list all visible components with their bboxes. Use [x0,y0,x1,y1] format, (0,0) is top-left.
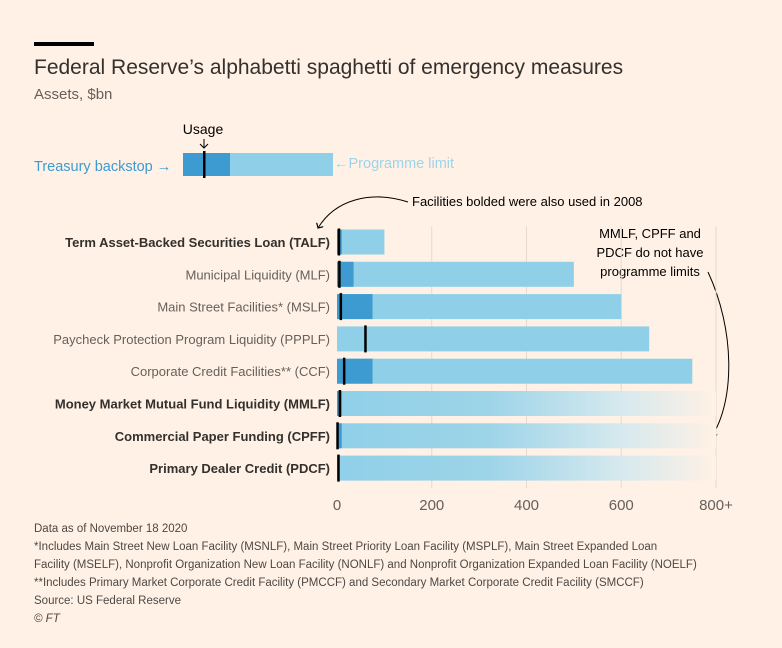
legend-usage-arrow-icon [199,139,209,149]
limit-bar [337,358,693,384]
usage-marker [338,260,341,288]
x-tick-label: 400 [514,497,539,514]
no-limit-bar [337,391,716,416]
usage-marker [342,357,346,385]
annotation-no-limits-3: programme limits [600,264,700,279]
usage-marker [337,228,341,256]
chart-svg: Usage Treasury backstop → ←Programme lim… [34,121,733,514]
usage-marker [364,325,367,353]
legend-limit-label: ←Programme limit [334,156,454,172]
note-mslf: *Includes Main Street New Loan Facility … [34,541,658,553]
limit-bar [337,294,622,320]
category-label: Corporate Credit Facilities** (CCF) [131,364,330,379]
category-label: Municipal Liquidity (MLF) [186,267,331,282]
chart-subtitle: Assets, $bn [34,86,113,103]
annotation-bolded: Facilities bolded were also used in 2008 [412,194,643,209]
legend-backstop-label: Treasury backstop → [34,159,171,175]
note-mslf-cont: Facility (MSELF), Nonprofit Organization… [34,559,697,571]
annotation-no-limits-2: PDCF do not have [597,245,704,260]
no-limit-bar [337,455,716,481]
category-label: Money Market Mutual Fund Liquidity (MMLF… [55,397,330,412]
usage-marker [339,293,343,321]
no-limit-bar [337,423,716,449]
legend-backstop-bar [183,153,230,176]
note-copyright: © FT [34,613,60,625]
category-label: Main Street Facilities* (MSLF) [157,300,330,315]
backstop-bar [337,423,342,449]
x-tick-label: 0 [333,497,341,514]
limit-bar [337,261,574,287]
x-tick-label: 600 [609,497,634,514]
legend-usage-marker [203,151,206,178]
footnotes: Data as of November 18 2020 *Includes Ma… [34,520,774,628]
annotation-no-limits-1: MMLF, CPFF and [599,226,701,241]
limit-bar [337,326,650,352]
x-tick-label: 200 [419,497,444,514]
usage-marker [336,422,339,450]
usage-marker [337,454,340,482]
chart-title: Federal Reserve’s alphabetti spaghetti o… [34,56,624,79]
category-label: Term Asset-Backed Securities Loan (TALF) [65,235,330,250]
category-label: Primary Dealer Credit (PDCF) [149,461,330,476]
usage-marker [338,390,342,417]
x-tick-label: 800+ [699,497,733,514]
note-date: Data as of November 18 2020 [34,523,188,535]
backstop-bar [337,358,373,384]
note-ccf: **Includes Primary Market Corporate Cred… [34,577,644,589]
ft-top-rule [34,42,94,46]
backstop-bar [337,261,354,287]
limit-bar [337,229,385,255]
category-label: Paycheck Protection Program Liquidity (P… [53,332,330,347]
legend-usage-label: Usage [183,121,224,137]
backstop-bar [337,294,373,320]
note-source: Source: US Federal Reserve [34,595,182,607]
category-label: Commercial Paper Funding (CPFF) [115,429,330,444]
annotation-bolded-arrow [318,196,409,228]
